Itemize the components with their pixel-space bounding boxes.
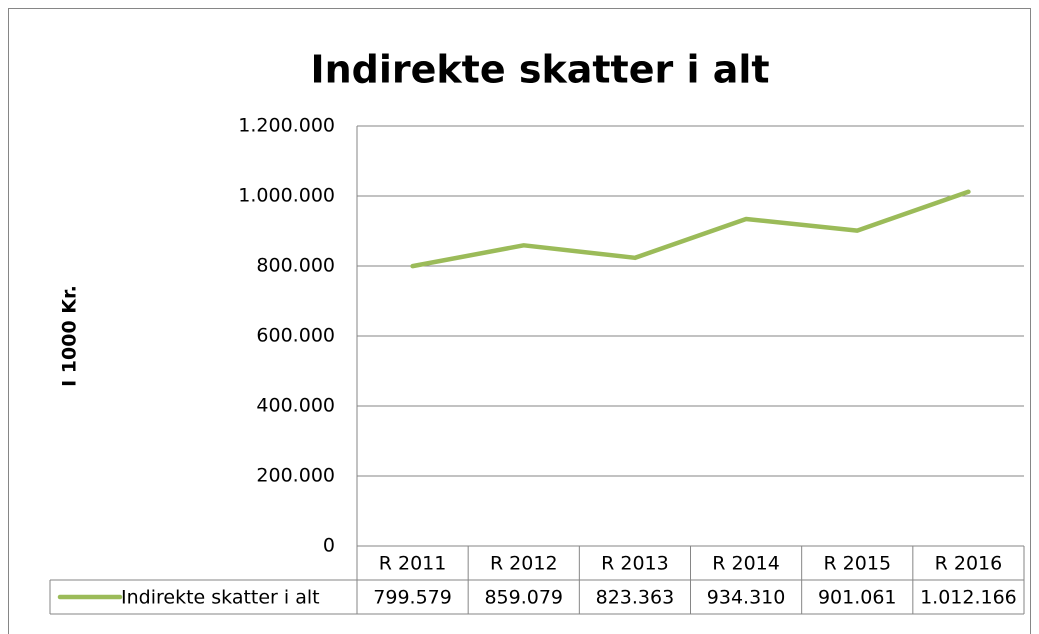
- chart-border: [8, 8, 1031, 634]
- x-tick-label: R 2014: [712, 553, 780, 575]
- y-tick-label: 400.000: [256, 395, 335, 417]
- table-value: 859.079: [484, 587, 563, 609]
- y-tick-label: 1.200.000: [238, 115, 335, 137]
- x-tick-label: R 2012: [490, 553, 558, 575]
- x-tick-label: R 2013: [601, 553, 669, 575]
- x-tick-label: R 2016: [935, 553, 1003, 575]
- table-value: 799.579: [373, 587, 452, 609]
- y-tick-label: 0: [323, 535, 335, 557]
- y-tick-label: 200.000: [256, 465, 335, 487]
- table-value: 1.012.166: [920, 587, 1017, 609]
- series-line: [410, 189, 971, 269]
- table-value: 901.061: [818, 587, 897, 609]
- table-value: 823.363: [596, 587, 675, 609]
- x-tick-label: R 2011: [379, 553, 447, 575]
- y-tick-label: 600.000: [256, 325, 335, 347]
- legend-label: Indirekte skatter i alt: [121, 587, 320, 609]
- y-tick-label: 1.000.000: [238, 185, 335, 207]
- y-axis-label: I 1000 Kr.: [59, 285, 81, 387]
- chart-title: Indirekte skatter i alt: [310, 48, 769, 92]
- y-tick-label: 800.000: [256, 255, 335, 277]
- x-tick-label: R 2015: [823, 553, 891, 575]
- table-value: 934.310: [707, 587, 786, 609]
